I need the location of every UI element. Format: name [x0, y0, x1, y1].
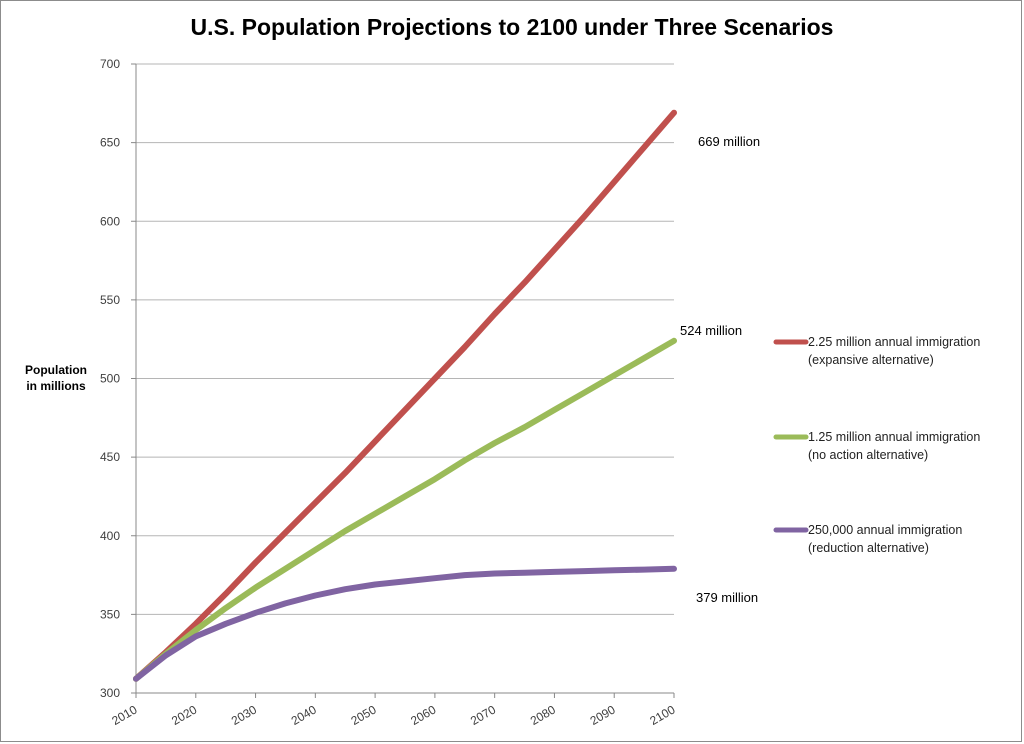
- series-line-2: [133, 337, 677, 682]
- x-tick-label: 2060: [408, 702, 438, 728]
- axes: 300 350 400 450 500 550 600 650 700 2010 2020 2030 2…: [100, 57, 678, 728]
- x-tick-label: 2010: [109, 702, 139, 728]
- x-tick-label: 2040: [289, 702, 319, 728]
- legend-label-3: 250,000 annual immigration: [808, 523, 962, 537]
- x-tick-label: 2080: [528, 702, 558, 728]
- series-line-1: [133, 109, 677, 682]
- y-tick-label: 450: [100, 450, 120, 464]
- legend-sublabel-1: (expansive alternative): [808, 353, 934, 367]
- y-tick-label: 350: [100, 607, 120, 621]
- x-tick-label: 2050: [348, 702, 378, 728]
- y-axis-label-line-2: in millions: [26, 379, 86, 393]
- legend-sublabel-2: (no action alternative): [808, 448, 928, 462]
- series-line-3: [133, 565, 677, 682]
- y-tick-label: 400: [100, 529, 120, 543]
- y-axis-label-line-1: Population: [25, 363, 87, 377]
- end-label-1: 669 million: [698, 134, 760, 149]
- x-tick-label: 2070: [468, 702, 498, 728]
- legend-sublabel-3: (reduction alternative): [808, 541, 929, 555]
- end-label-3: 379 million: [696, 590, 758, 605]
- x-tick-label: 2030: [229, 702, 259, 728]
- y-tick-label: 550: [100, 293, 120, 307]
- x-tick-label: 2020: [169, 702, 199, 728]
- legend-label-1: 2.25 million annual immigration: [808, 335, 980, 349]
- x-tick-label: 2090: [588, 702, 618, 728]
- y-tick-label: 650: [100, 136, 120, 150]
- x-tick-label: 2100: [647, 702, 677, 728]
- y-tick-label: 700: [100, 57, 120, 71]
- y-tick-label: 300: [100, 686, 120, 700]
- gridlines: [136, 63, 674, 615]
- end-labels: 669 million 524 million 379 million: [680, 134, 760, 605]
- end-label-2: 524 million: [680, 323, 742, 338]
- y-axis-label: Population in millions: [16, 362, 96, 394]
- series-lines: [133, 109, 677, 682]
- chart-title: U.S. Population Projections to 2100 unde…: [190, 14, 834, 40]
- y-tick-label: 500: [100, 372, 120, 386]
- legend: 2.25 million annual immigration (expansiv…: [773, 335, 980, 555]
- y-tick-label: 600: [100, 214, 120, 228]
- legend-label-2: 1.25 million annual immigration: [808, 430, 980, 444]
